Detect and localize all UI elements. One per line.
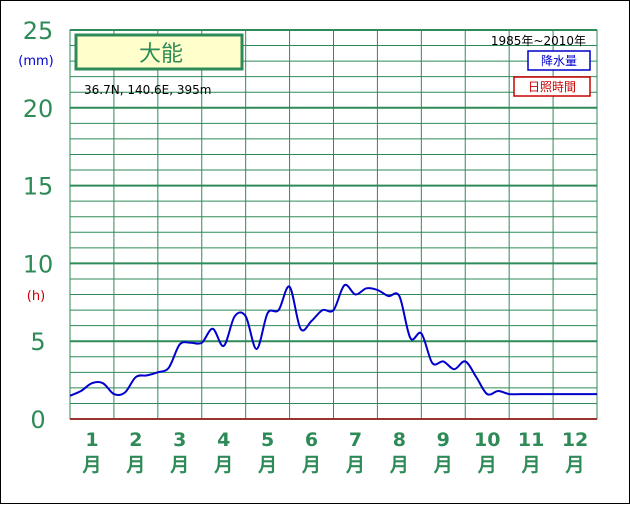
x-tick-month-unit: 月 bbox=[301, 454, 321, 476]
period-label: 1985年~2010年 bbox=[491, 34, 586, 48]
x-tick-month-unit: 月 bbox=[345, 454, 365, 476]
legend-box-precipitation bbox=[527, 50, 591, 71]
legend-precipitation: 降水量 bbox=[541, 54, 577, 68]
x-tick-month-number: 5 bbox=[261, 429, 274, 451]
x-tick-month-unit: 月 bbox=[521, 454, 541, 476]
x-tick-month-number: 3 bbox=[173, 429, 186, 451]
x-tick-month-unit: 月 bbox=[433, 454, 453, 476]
x-tick-month-unit: 月 bbox=[257, 454, 277, 476]
x-tick-month-number: 7 bbox=[349, 429, 362, 451]
x-tick-month-number: 9 bbox=[437, 429, 450, 451]
x-tick-month-unit: 月 bbox=[81, 454, 101, 476]
y-tick-label: 5 bbox=[30, 328, 45, 356]
grid bbox=[69, 29, 598, 420]
x-tick-month-unit: 月 bbox=[169, 454, 189, 476]
x-tick-month-unit: 月 bbox=[389, 454, 409, 476]
x-tick-month-unit: 月 bbox=[565, 454, 585, 476]
legend-sunshine: 日照時間 bbox=[528, 80, 576, 94]
unit-mm: (mm) bbox=[18, 54, 53, 69]
y-axis: 0 5 10 15 20 25 bbox=[23, 17, 54, 434]
x-tick-month-number: 8 bbox=[393, 429, 406, 451]
x-tick-month-number: 12 bbox=[562, 429, 588, 451]
x-tick-month-number: 4 bbox=[217, 429, 230, 451]
station-location: 36.7N, 140.6E, 395m bbox=[84, 83, 211, 97]
series-line-0 bbox=[69, 283, 597, 397]
y-tick-label: 25 bbox=[23, 17, 54, 45]
station-name-box bbox=[74, 33, 244, 71]
x-tick-month-number: 2 bbox=[129, 429, 142, 451]
y-tick-label: 0 bbox=[30, 406, 45, 434]
x-tick-month-number: 1 bbox=[85, 429, 98, 451]
station-name: 大能 bbox=[139, 42, 183, 67]
y-tick-label: 10 bbox=[23, 250, 54, 278]
x-tick-month-unit: 月 bbox=[477, 454, 497, 476]
x-tick-month-number: 6 bbox=[305, 429, 318, 451]
series-group bbox=[69, 283, 597, 397]
unit-h: (h) bbox=[27, 289, 45, 304]
x-axis: 1 月 2 月 3 月 4 月 5 月 6 月 7 月 8 月 9 月 10 月 11 月 12 月 bbox=[81, 429, 588, 476]
y-tick-label: 20 bbox=[23, 95, 54, 123]
y-tick-label: 15 bbox=[23, 173, 54, 201]
x-tick-month-unit: 月 bbox=[213, 454, 233, 476]
x-tick-month-unit: 月 bbox=[125, 454, 145, 476]
legend-box-sunshine bbox=[513, 76, 591, 97]
x-tick-month-number: 11 bbox=[518, 429, 544, 451]
x-tick-month-number: 10 bbox=[474, 429, 500, 451]
